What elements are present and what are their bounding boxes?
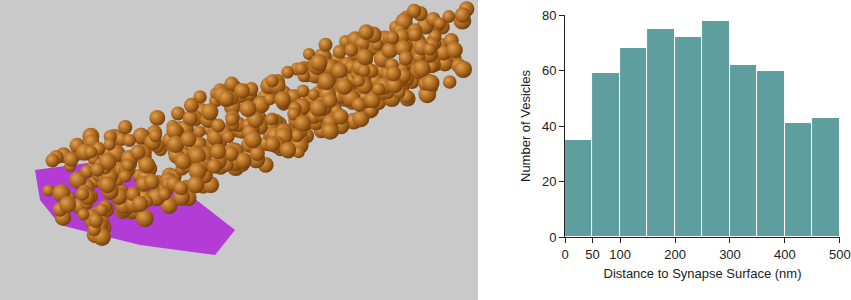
svg-text:40: 40 <box>542 119 556 134</box>
svg-text:400: 400 <box>774 247 796 262</box>
svg-text:100: 100 <box>609 247 631 262</box>
svg-text:200: 200 <box>664 247 686 262</box>
svg-text:80: 80 <box>542 8 556 23</box>
svg-text:0: 0 <box>561 247 568 262</box>
svg-text:300: 300 <box>719 247 741 262</box>
svg-text:500: 500 <box>829 247 851 262</box>
svg-text:60: 60 <box>542 63 556 78</box>
svg-text:Number of Vesicles: Number of Vesicles <box>518 70 533 182</box>
svg-text:20: 20 <box>542 174 556 189</box>
svg-text:Distance to Synapse Surface (n: Distance to Synapse Surface (nm) <box>604 266 802 281</box>
svg-text:0: 0 <box>549 230 556 245</box>
svg-text:50: 50 <box>585 247 599 262</box>
